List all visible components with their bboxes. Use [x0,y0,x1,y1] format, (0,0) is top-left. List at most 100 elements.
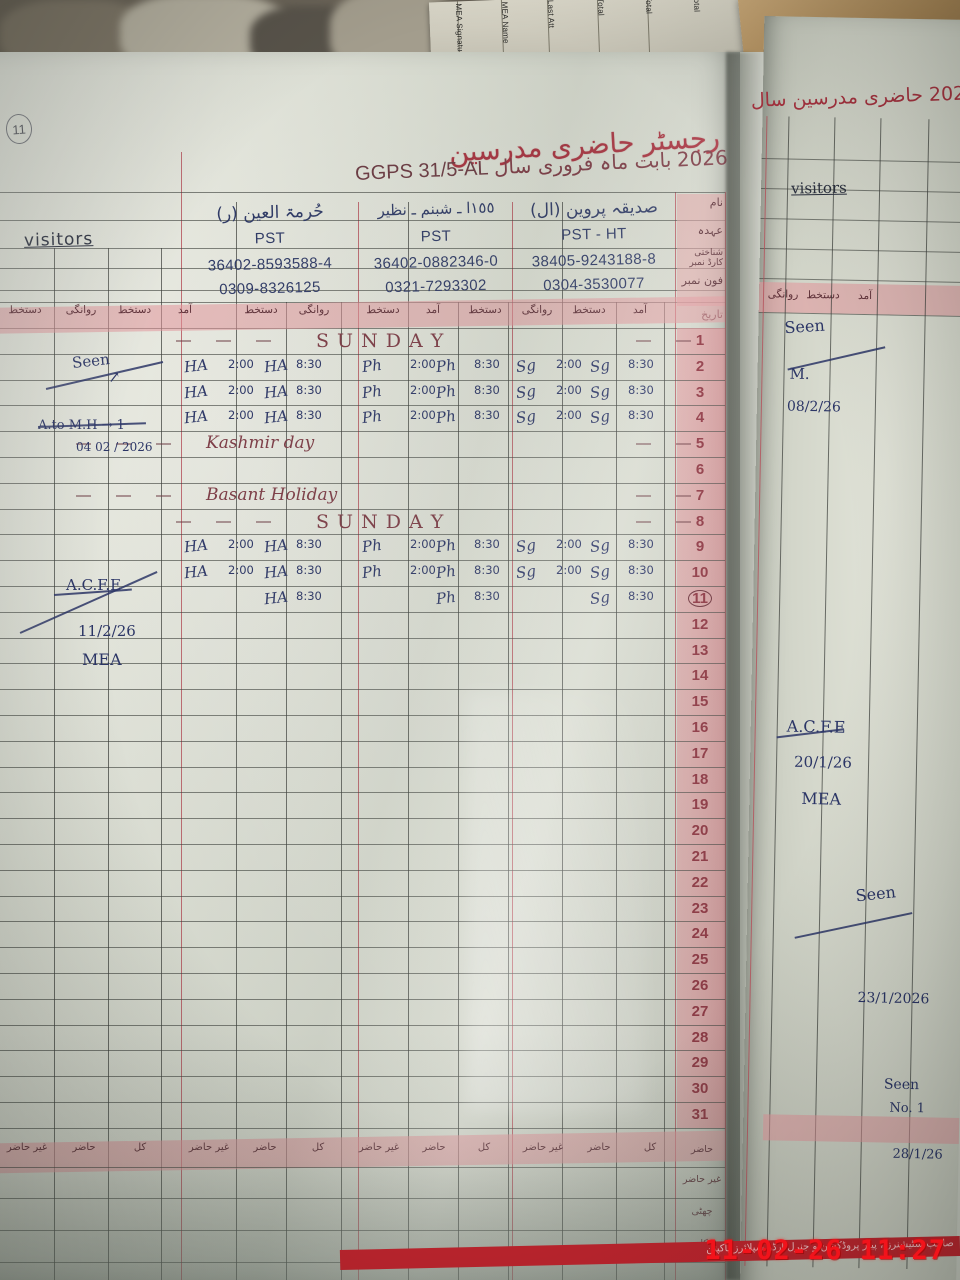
entry-4-t2_out[interactable]: 2:00 [410,408,436,423]
date-cell-17[interactable]: 17 [691,744,709,762]
date-cell-19[interactable]: 19 [691,796,709,814]
date-cell-7[interactable]: 7 [695,486,705,504]
entry-9-t1_out[interactable]: 2:00 [556,537,582,552]
entry-10-t3_out[interactable]: 2:00 [228,563,254,578]
entry-3-t2_out[interactable]: 2:00 [410,382,436,397]
entry-3-t1_in[interactable]: 8:30 [628,382,654,397]
entry-2-t2_out_sig[interactable]: Ph [360,355,383,376]
entry-2-t3_out[interactable]: 2:00 [228,356,254,371]
date-cell-30[interactable]: 30 [691,1080,709,1098]
entry-11-t1_in[interactable]: 8:30 [628,589,654,603]
date-cell-27[interactable]: 27 [691,1002,709,1020]
date-cell-24[interactable]: 24 [691,925,709,943]
date-cell-18[interactable]: 18 [691,770,709,788]
date-cell-22[interactable]: 22 [691,873,709,891]
entry-10-t2_in_sig[interactable]: Ph [434,562,457,583]
entry-9-t3_out_sig[interactable]: HA [182,536,209,557]
entry-2-t1_in[interactable]: 8:30 [628,356,654,371]
entry-2-t2_in[interactable]: 8:30 [474,356,500,371]
date-cell-5[interactable]: 5 [695,435,705,453]
entry-9-t1_in_sig[interactable]: Sg [588,536,611,557]
entry-10-t2_out_sig[interactable]: Ph [360,562,383,583]
entry-4-t2_out_sig[interactable]: Ph [360,407,383,428]
date-cell-3[interactable]: 3 [695,383,705,401]
date-cell-14[interactable]: 14 [691,667,709,685]
entry-9-t1_in[interactable]: 8:30 [628,537,654,552]
date-cell-10[interactable]: 10 [691,564,709,582]
entry-2-t1_in_sig[interactable]: Sg [588,355,611,376]
entry-2-t3_in_sig[interactable]: HA [262,355,289,377]
entry-3-t3_out_sig[interactable]: HA [182,381,209,402]
entry-9-t2_out_sig[interactable]: Ph [360,536,383,557]
entry-4-t2_in_sig[interactable]: Ph [434,407,457,428]
entry-2-t3_in[interactable]: 8:30 [296,356,322,371]
entry-4-t3_in[interactable]: 8:30 [296,408,322,423]
entry-4-t1_out[interactable]: 2:00 [556,408,582,423]
entry-2-t3_out_sig[interactable]: HA [182,355,209,377]
entry-3-t2_out_sig[interactable]: Ph [360,381,383,402]
date-cell-8[interactable]: 8 [695,512,705,530]
date-cell-13[interactable]: 13 [691,641,709,659]
date-cell-21[interactable]: 21 [691,848,709,865]
date-cell-15[interactable]: 15 [691,693,709,711]
entry-2-t1_out_sig[interactable]: Sg [514,355,537,376]
date-cell-1[interactable]: 1 [695,332,705,349]
entry-4-t3_out[interactable]: 2:00 [228,408,254,423]
entry-3-t1_out[interactable]: 2:00 [556,382,582,397]
entry-11-t3_in[interactable]: 8:30 [296,589,322,603]
date-cell-4[interactable]: 4 [695,409,705,427]
date-cell-31[interactable]: 31 [691,1106,709,1123]
row-rule [0,1076,725,1078]
date-cell-29[interactable]: 29 [691,1054,709,1072]
entry-4-t1_out_sig[interactable]: Sg [514,407,537,428]
special-day-dash: — [636,435,651,453]
date-cell-9[interactable]: 9 [695,538,705,556]
date-cell-23[interactable]: 23 [691,899,709,917]
entry-10-t3_in_sig[interactable]: HA [262,561,289,583]
entry-10-t2_out[interactable]: 2:00 [410,563,436,578]
entry-11-t3_in_sig[interactable]: HA [262,587,289,609]
date-cell-28[interactable]: 28 [691,1028,709,1046]
entry-10-t2_in[interactable]: 8:30 [474,563,500,578]
entry-10-t1_in[interactable]: 8:30 [628,563,654,578]
entry-4-t1_in_sig[interactable]: Sg [588,407,611,428]
entry-3-t3_in_sig[interactable]: HA [262,381,289,402]
entry-10-t1_out[interactable]: 2:00 [556,563,582,578]
entry-9-t3_in_sig[interactable]: HA [262,536,289,557]
date-cell-26[interactable]: 26 [691,977,709,994]
date-cell-16[interactable]: 16 [691,719,709,736]
special-day-dash: — [676,486,691,504]
entry-10-t1_out_sig[interactable]: Sg [514,562,537,583]
entry-10-t1_in_sig[interactable]: Sg [588,562,611,583]
entry-2-t2_out[interactable]: 2:00 [410,356,436,371]
entry-9-t1_out_sig[interactable]: Sg [514,536,537,557]
entry-2-t1_out[interactable]: 2:00 [556,356,582,371]
entry-3-t1_in_sig[interactable]: Sg [588,381,611,402]
date-cell-20[interactable]: 20 [691,822,709,840]
entry-9-t2_out[interactable]: 2:00 [410,537,436,552]
entry-10-t3_in[interactable]: 8:30 [296,563,322,578]
entry-9-t2_in_sig[interactable]: Ph [434,536,457,557]
entry-10-t3_out_sig[interactable]: HA [182,561,209,583]
date-cell-2[interactable]: 2 [695,357,705,375]
entry-4-t3_out_sig[interactable]: HA [182,407,209,428]
entry-3-t1_out_sig[interactable]: Sg [514,381,537,402]
date-cell-12[interactable]: 12 [691,615,709,633]
entry-9-t3_in[interactable]: 8:30 [296,537,322,552]
date-cell-25[interactable]: 25 [691,951,709,969]
entry-3-t3_in[interactable]: 8:30 [296,382,322,397]
entry-3-t2_in[interactable]: 8:30 [474,382,500,397]
entry-2-t2_in_sig[interactable]: Ph [434,355,457,376]
entry-11-t1_in_sig[interactable]: Sg [588,587,611,609]
entry-9-t2_in[interactable]: 8:30 [474,537,500,552]
date-cell-6[interactable]: 6 [695,461,705,478]
date-cell-11[interactable]: 11 [677,590,723,607]
entry-11-t2_in[interactable]: 8:30 [474,589,500,603]
entry-11-t2_in_sig[interactable]: Ph [434,587,457,609]
entry-4-t3_in_sig[interactable]: HA [262,407,289,428]
entry-3-t2_in_sig[interactable]: Ph [434,381,457,402]
entry-4-t1_in[interactable]: 8:30 [628,408,654,423]
entry-9-t3_out[interactable]: 2:00 [228,537,254,552]
entry-3-t3_out[interactable]: 2:00 [228,382,254,397]
entry-4-t2_in[interactable]: 8:30 [474,408,500,423]
